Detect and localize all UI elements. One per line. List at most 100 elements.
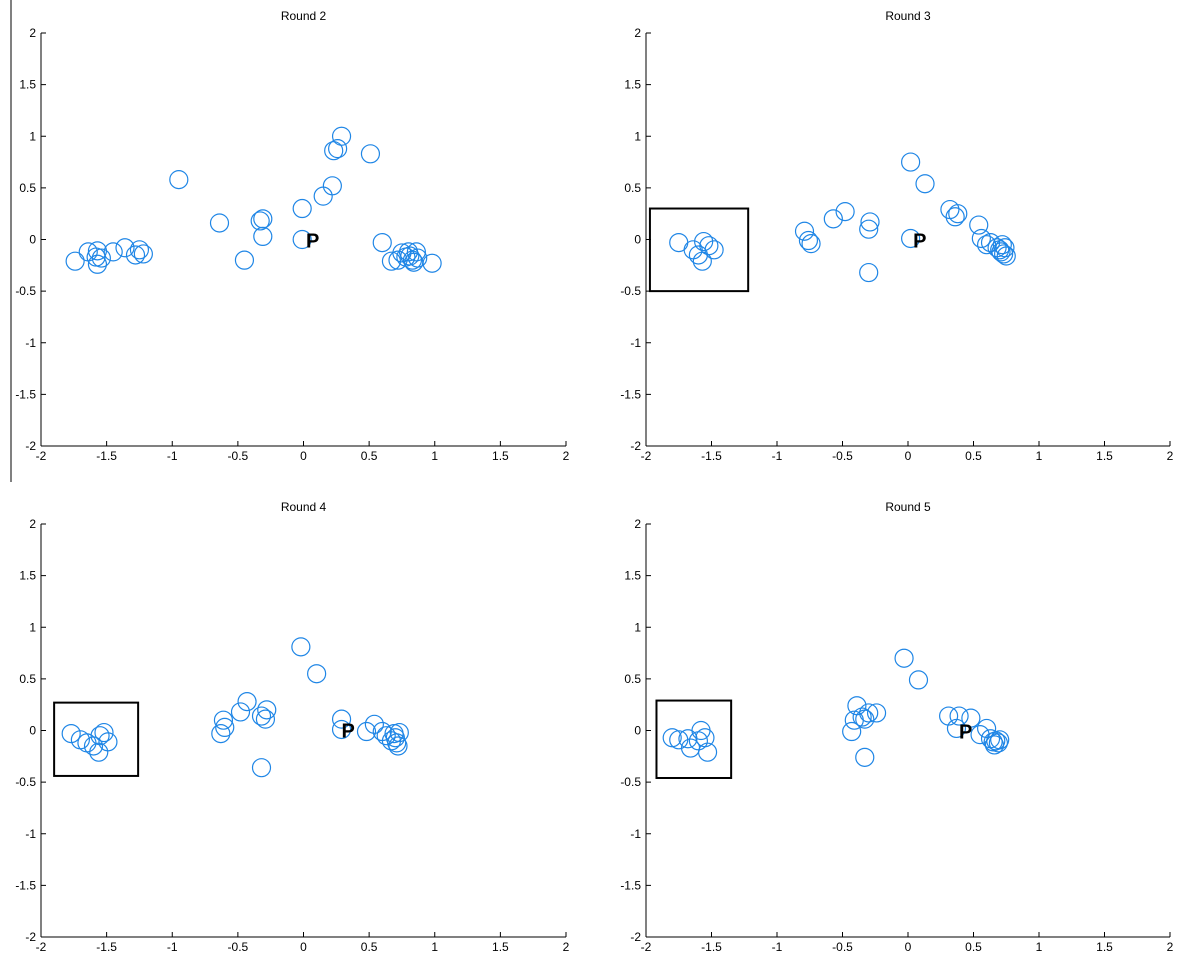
data-point (291, 637, 311, 657)
chart-title: Round 5 (885, 500, 931, 514)
data-point (695, 728, 715, 748)
y-tick-label: 1.5 (19, 569, 36, 583)
data-point (949, 706, 969, 726)
y-tick-label: -0.5 (15, 284, 36, 298)
data-point (61, 723, 81, 744)
data-point (842, 721, 862, 742)
data-point (331, 126, 352, 146)
data-point (103, 242, 123, 262)
data-point (307, 664, 327, 684)
data-point (994, 244, 1014, 264)
y-tick-label: -1 (630, 827, 641, 841)
data-point (389, 722, 409, 743)
y-tick-label: 0 (29, 724, 36, 738)
data-point (322, 176, 342, 196)
y-tick-label: -1 (630, 336, 641, 350)
x-tick-label: 0 (300, 449, 307, 463)
y-tick-label: 0 (634, 233, 641, 247)
x-tick-label: 2 (1167, 940, 1174, 954)
highlight-box (53, 701, 140, 777)
y-tick-label: 0.5 (624, 181, 641, 195)
data-point (215, 717, 235, 738)
data-point (91, 248, 111, 268)
data-point (211, 723, 231, 744)
p-label: P (913, 231, 926, 253)
x-tick-label: -2 (36, 940, 47, 954)
y-tick-label: -1.5 (620, 387, 641, 401)
data-point (908, 670, 929, 690)
data-point (83, 736, 104, 756)
y-tick-label: -2 (630, 930, 641, 944)
x-tick-label: 1.5 (1096, 449, 1113, 463)
data-point (292, 229, 312, 250)
data-point (996, 246, 1016, 266)
x-tick-label: 0 (905, 940, 912, 954)
chart-title: Round 3 (885, 9, 931, 23)
data-point (422, 253, 442, 273)
data-point (209, 213, 230, 233)
chart-title: Round 2 (281, 9, 327, 23)
data-point (860, 212, 880, 232)
y-tick-label: 1 (634, 129, 641, 143)
data-point (969, 215, 989, 235)
p-label: P (959, 722, 972, 744)
y-tick-label: 0 (634, 724, 641, 738)
data-point (694, 231, 714, 252)
data-point (976, 718, 997, 739)
data-point (859, 219, 879, 239)
data-point (990, 730, 1010, 750)
y-tick-label: -1.5 (15, 387, 36, 401)
data-point (988, 733, 1008, 753)
x-tick-label: -1.5 (96, 449, 117, 463)
data-point (356, 721, 377, 742)
data-point (835, 202, 855, 222)
data-point (798, 230, 819, 251)
p-label: P (341, 721, 354, 743)
data-point (255, 709, 276, 729)
y-tick-label: 1.5 (19, 78, 36, 92)
x-tick-label: 0 (905, 449, 912, 463)
y-tick-label: -2 (25, 930, 36, 944)
data-point (65, 251, 85, 271)
y-tick-label: -2 (630, 439, 641, 453)
x-tick-label: 1 (1036, 449, 1043, 463)
y-tick-label: -0.5 (15, 775, 36, 789)
y-tick-label: -0.5 (620, 775, 641, 789)
x-tick-label: 1 (431, 940, 438, 954)
data-point (237, 691, 257, 712)
y-tick-label: 0.5 (19, 181, 36, 195)
x-tick-label: -0.5 (832, 449, 853, 463)
x-tick-label: 1.5 (492, 449, 509, 463)
data-point (387, 733, 407, 753)
x-tick-label: 1.5 (492, 940, 509, 954)
y-tick-label: 0.5 (624, 672, 641, 686)
y-tick-label: 0.5 (19, 672, 36, 686)
y-tick-label: 2 (634, 517, 641, 531)
y-tick-label: 2 (29, 26, 36, 40)
data-point (230, 702, 251, 722)
data-point (292, 198, 312, 219)
y-tick-label: 1.5 (624, 78, 641, 92)
data-point (328, 139, 348, 159)
x-tick-label: -0.5 (832, 940, 853, 954)
data-point (381, 251, 402, 271)
data-point (376, 726, 396, 746)
data-point (129, 240, 150, 260)
data-point (213, 710, 234, 730)
chart-panel: Round 5 -2 -1.5 -1 -0.5 0 0.5 1 1.5 2 -2 -1.5 -1 -0.5… (620, 500, 1173, 954)
data-point (251, 758, 272, 778)
y-tick-label: 0 (29, 233, 36, 247)
data-point (406, 242, 426, 262)
data-point (400, 246, 420, 266)
y-tick-label: 1.5 (624, 569, 641, 583)
y-tick-label: -2 (25, 439, 36, 453)
data-point (257, 700, 277, 720)
x-tick-label: 0.5 (361, 940, 378, 954)
highlight-box (655, 699, 733, 779)
data-point (855, 709, 875, 729)
x-tick-label: 0.5 (965, 940, 982, 954)
y-tick-label: 2 (634, 26, 641, 40)
y-tick-label: -1 (25, 827, 36, 841)
data-point (364, 714, 384, 734)
